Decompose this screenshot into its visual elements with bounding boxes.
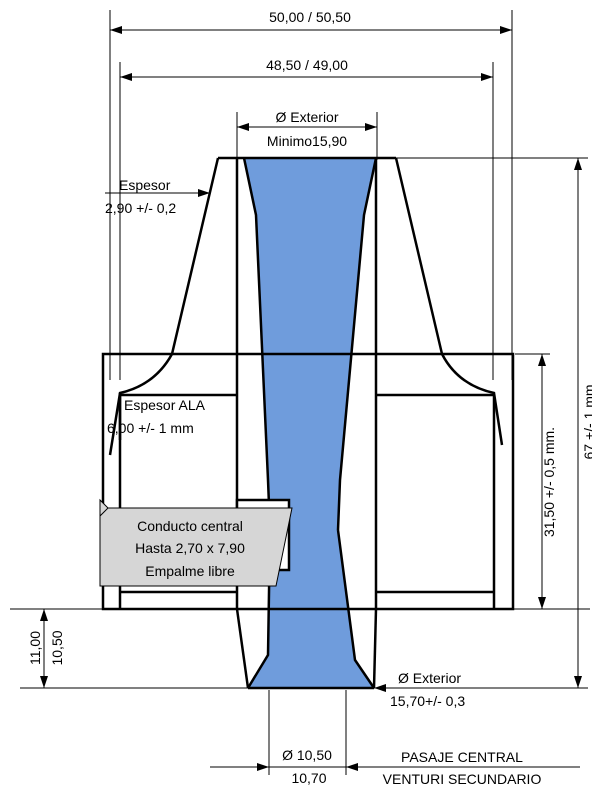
exterior-bottom-value: 15,70+/- 0,3: [390, 693, 465, 709]
espesor-value: 2,90 +/- 0,2: [105, 200, 176, 216]
dimension-lines: [40, 26, 582, 771]
labels: 50,00 / 50,50 48,50 / 49,00 Ø Exterior M…: [27, 9, 592, 787]
conducto-line3: Empalme libre: [145, 563, 235, 579]
outer-width-label: 50,00 / 50,50: [269, 9, 351, 25]
bore-value: 10,70: [291, 770, 326, 786]
height-body-label: 31,50 +/- 0,5 mm.: [541, 427, 557, 537]
conducto-callout: [99, 498, 293, 587]
height-base-a-label: 11,00: [27, 631, 43, 665]
exterior-top-value: Minimo15,90: [267, 133, 347, 149]
callout-pointer: [99, 498, 109, 518]
inner-width-label: 48,50 / 49,00: [266, 57, 348, 73]
espesor-ala-label: Espesor ALA: [124, 397, 206, 413]
exterior-bottom-label: Ø Exterior: [398, 670, 461, 686]
espesor-label: Espesor: [119, 177, 171, 193]
cone-outline: [108, 156, 504, 456]
exterior-top-label: Ø Exterior: [275, 109, 338, 125]
espesor-ala-value: 6,00 +/- 1 mm: [107, 420, 194, 436]
height-total-label: 67 +/- 1 mm.: [581, 381, 592, 460]
conducto-line2: Hasta 2,70 x 7,90: [135, 540, 245, 556]
bore-label: Ø 10,50: [282, 747, 332, 763]
callout-box: [99, 507, 293, 587]
conducto-line1: Conducto central: [137, 518, 243, 534]
pasaje-line2: VENTURI SECUNDARIO: [383, 771, 542, 787]
height-base-b-label: 10,50: [49, 630, 65, 665]
pasaje-line1: PASAJE CENTRAL: [401, 749, 523, 765]
